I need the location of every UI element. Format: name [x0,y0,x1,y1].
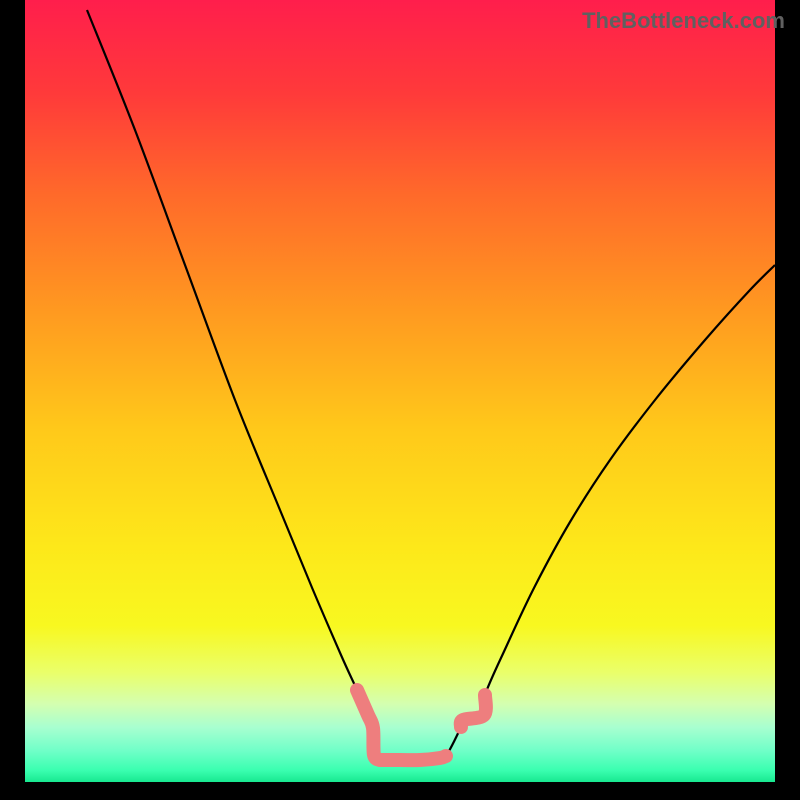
bottleneck-chart [0,0,800,800]
chart-svg [0,0,800,800]
overlay-segment-1 [380,756,446,760]
watermark-label: TheBottleneck.com [582,8,785,34]
